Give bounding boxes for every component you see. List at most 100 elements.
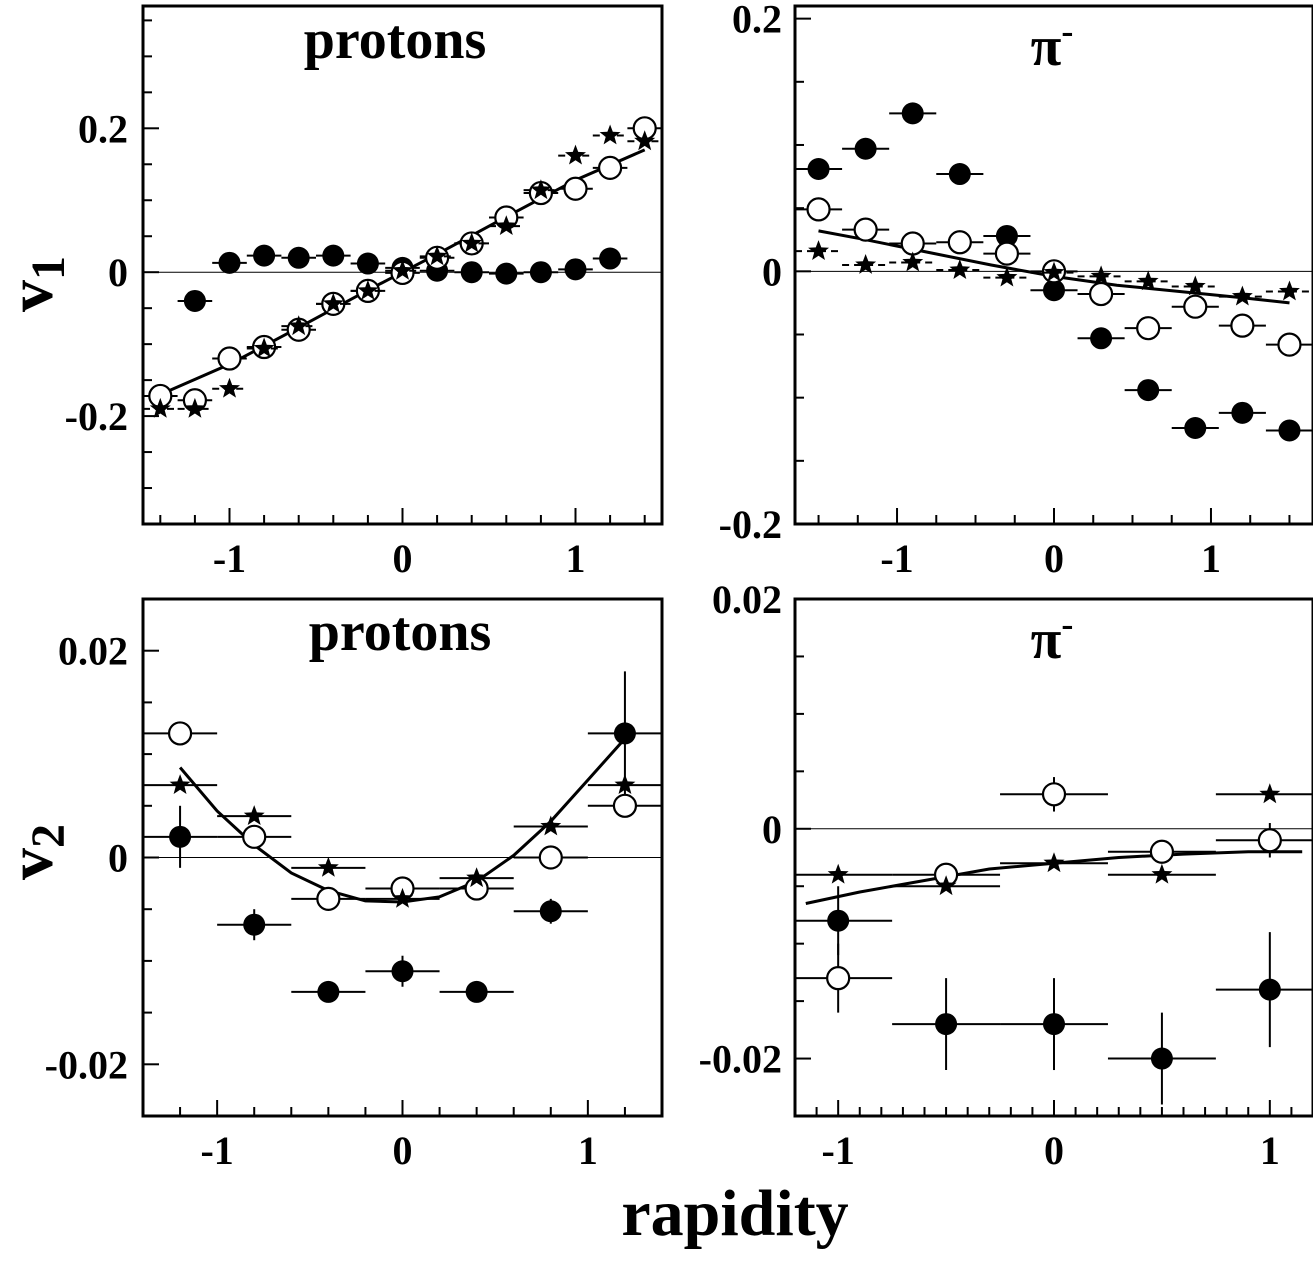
filled-circle-marker (995, 224, 1018, 247)
x-tick-label: 1 (578, 1128, 598, 1173)
filled-circle-marker (287, 246, 310, 269)
data-point-star (143, 774, 218, 794)
filled-circle-marker (243, 913, 266, 936)
panel-title: π- (1031, 604, 1074, 671)
data-point-open (795, 943, 893, 1013)
open-circle-marker (597, 155, 623, 180)
filled-circle-marker (827, 909, 850, 932)
data-point-star (454, 232, 489, 253)
y-axis-label-v1: v1 (0, 256, 75, 312)
panel-p4: -1 0 1 -0.02 0 0.02 π- (699, 577, 1313, 1173)
star-marker (253, 337, 275, 358)
data-point-open (1107, 839, 1216, 864)
y-tick-label: 0.2 (732, 0, 782, 42)
y-tick-label: 0.2 (78, 106, 128, 151)
filled-circle-marker (901, 102, 924, 125)
data-point-filled (1265, 419, 1313, 442)
open-circle-marker (316, 886, 341, 911)
data-point-star (523, 179, 559, 200)
data-point-star (1171, 275, 1219, 296)
open-circle-marker (563, 176, 588, 201)
star-marker (392, 259, 413, 280)
panel-p1: -1 0 1 -0.2 0 0.2 protons (65, 4, 664, 581)
filled-circle-marker (356, 252, 379, 275)
open-circle-marker (1088, 281, 1114, 307)
star-marker (392, 887, 413, 908)
data-point-star (489, 215, 524, 235)
data-point-star (143, 397, 178, 418)
open-circle-marker (806, 197, 831, 222)
y-tick-label: 0 (762, 249, 782, 294)
data-point-star (365, 887, 440, 908)
data-point-star (627, 130, 662, 151)
data-point-star (212, 377, 247, 398)
filled-circle-marker (564, 258, 587, 281)
data-point-open (1171, 294, 1219, 319)
data-point-star (385, 259, 420, 280)
panel-title-superscript: - (1061, 604, 1073, 644)
data-point-filled (558, 258, 593, 281)
filled-circle-marker (169, 825, 192, 848)
y-axis-label-v2-subscript: 2 (22, 824, 75, 848)
data-point-filled (892, 978, 1001, 1071)
data-point-filled (1107, 1012, 1216, 1105)
star-marker (1231, 285, 1253, 306)
open-circle-marker (1183, 294, 1208, 319)
star-marker (935, 875, 957, 896)
filled-circle-marker (935, 1013, 958, 1036)
filled-circle-marker (317, 980, 340, 1003)
data-point-filled (1218, 401, 1266, 424)
data-point-star (177, 397, 213, 418)
y-tick-label: -0.02 (45, 1042, 128, 1087)
panel-title: protons (309, 601, 492, 663)
data-point-star (1107, 863, 1216, 884)
data-point-filled (513, 898, 588, 924)
filled-circle-marker (613, 722, 636, 745)
data-point-star (592, 124, 628, 145)
star-marker (902, 251, 924, 272)
y-tick-label: 0 (108, 250, 128, 295)
star-marker (949, 259, 971, 279)
star-marker (495, 215, 517, 235)
filled-circle-marker (1043, 1013, 1065, 1036)
data-point-filled (1000, 978, 1108, 1071)
data-point-open (795, 197, 843, 222)
star-marker (540, 815, 562, 836)
filled-circle-marker (1043, 279, 1065, 302)
open-circle-marker (217, 346, 242, 371)
data-point-star (889, 251, 937, 272)
panel-p3: -1 0 1 -0.02 0 0.02 protons (45, 597, 664, 1173)
star-marker (149, 397, 171, 418)
x-tick-label: 0 (393, 536, 413, 581)
open-circle-marker (947, 230, 972, 255)
data-point-star (795, 240, 843, 260)
star-marker (565, 144, 586, 165)
y-tick-label: 0 (108, 836, 128, 881)
data-point-star (439, 867, 514, 888)
data-point-open (558, 176, 593, 201)
star-marker (317, 856, 339, 877)
star-marker (466, 867, 488, 888)
filled-circle-marker (1258, 978, 1281, 1001)
filled-circle-marker (183, 289, 206, 312)
data-point-open (587, 793, 662, 818)
filled-circle-marker (465, 980, 488, 1003)
panel-title-superscript: - (1061, 11, 1073, 51)
data-point-star (1218, 285, 1266, 306)
data-point-filled (592, 247, 628, 270)
data-point-filled (1171, 416, 1219, 439)
data-point-star (1265, 280, 1313, 301)
data-point-open (936, 230, 984, 255)
star-marker (599, 124, 621, 145)
data-point-filled (143, 805, 218, 868)
filled-circle-marker (599, 247, 622, 270)
data-point-filled (1030, 279, 1078, 302)
x-tick-label: -1 (822, 1128, 855, 1173)
star-marker (219, 377, 240, 398)
filled-circle-marker (807, 157, 830, 180)
data-point-filled (439, 980, 514, 1003)
x-tick-label: 1 (1201, 536, 1221, 581)
star-marker (184, 397, 206, 418)
star-marker (1151, 863, 1173, 884)
